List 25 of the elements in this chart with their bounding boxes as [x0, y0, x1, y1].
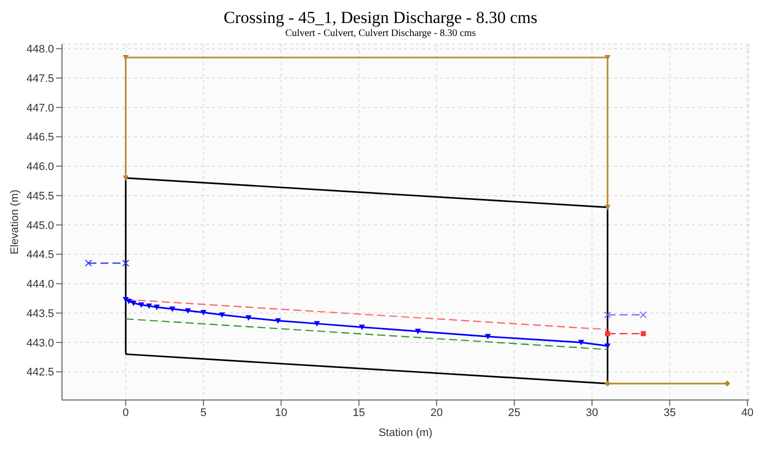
y-tick-label: 445.0 — [26, 220, 54, 232]
y-axis-title: Elevation (m) — [8, 190, 21, 254]
x-tick-label: 40 — [741, 406, 754, 419]
y-tick-label: 448.0 — [26, 44, 54, 56]
chart-subtitle: Culvert - Culvert, Culvert Discharge - 8.30 cms — [284, 27, 477, 40]
x-tick-label: 15 — [352, 406, 365, 419]
y-tick-label: 444.5 — [26, 249, 54, 262]
y-tick-label: 446.0 — [26, 161, 54, 174]
x-tick-label: 20 — [430, 406, 443, 419]
x-tick-label: 25 — [508, 406, 520, 419]
y-tick-label: 443.0 — [26, 337, 54, 350]
y-tick-label: 442.5 — [26, 366, 54, 379]
x-tick-label: 0 — [122, 406, 129, 419]
y-tick-label: 447.0 — [26, 102, 54, 114]
y-tick-label: 444.0 — [26, 278, 54, 291]
x-tick-label: 35 — [664, 406, 676, 419]
y-tick-label: 443.5 — [26, 308, 54, 320]
x-tick-label: 30 — [586, 406, 598, 419]
x-axis-title: Station (m) — [378, 427, 432, 439]
x-tick-label: 5 — [200, 406, 207, 419]
y-tick-label: 447.5 — [26, 72, 54, 85]
chart-title: Crossing - 45_1, Design Discharge - 8.30 cms — [222, 8, 538, 27]
y-tick-label: 446.5 — [26, 132, 54, 144]
x-tick-label: 10 — [275, 406, 288, 419]
y-tick-label: 445.5 — [26, 190, 54, 202]
